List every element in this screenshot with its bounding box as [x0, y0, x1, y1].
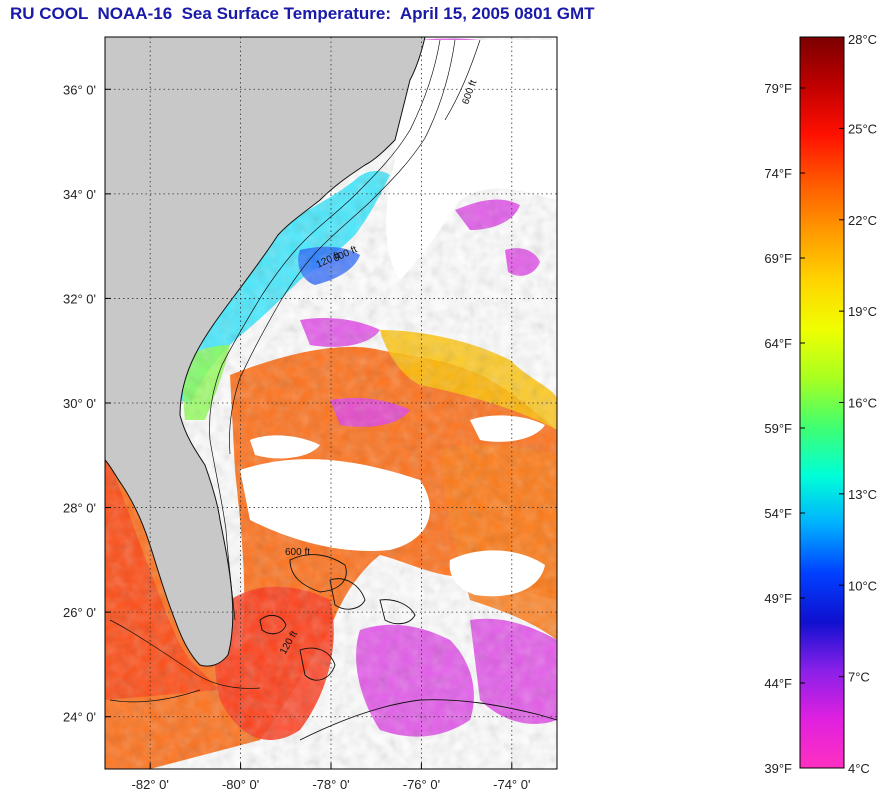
- latitude-axis: 36° 0' 34° 0' 32° 0' 30° 0' 28° 0' 26° 0' 24° …: [63, 82, 111, 725]
- fahrenheit-label: 64°F: [764, 336, 792, 351]
- colorbar-fahrenheit-labels: 79°F 74°F 69°F 64°F 59°F 54°F 49°F 44°F 39°F: [764, 81, 805, 776]
- lat-tick-label: 26° 0': [63, 605, 96, 620]
- fahrenheit-label: 74°F: [764, 166, 792, 181]
- lat-tick-label: 24° 0': [63, 710, 96, 725]
- fahrenheit-label: 44°F: [764, 676, 792, 691]
- fahrenheit-label: 39°F: [764, 761, 792, 776]
- lon-tick-label: -82° 0': [132, 777, 169, 792]
- longitude-axis: -82° 0' -80° 0' -78° 0' -76° 0' -74° 0': [132, 763, 530, 792]
- lat-tick-label: 28° 0': [63, 501, 96, 516]
- celsius-label: 28°C: [848, 32, 877, 47]
- fahrenheit-label: 49°F: [764, 591, 792, 606]
- fahrenheit-label: 69°F: [764, 251, 792, 266]
- celsius-label: 10°C: [848, 578, 877, 593]
- fahrenheit-label: 79°F: [764, 81, 792, 96]
- celsius-label: 22°C: [848, 213, 877, 228]
- lat-tick-label: 36° 0': [63, 82, 96, 97]
- lat-tick-label: 30° 0': [63, 396, 96, 411]
- celsius-label: 25°C: [848, 121, 877, 136]
- page-title: RU COOL NOAA-16 Sea Surface Temperature:…: [10, 4, 595, 23]
- graticule: [105, 37, 557, 769]
- celsius-label: 16°C: [848, 396, 877, 411]
- lon-tick-label: -76° 0': [403, 777, 440, 792]
- lon-tick-label: -80° 0': [222, 777, 259, 792]
- land-mass: [105, 37, 426, 667]
- celsius-label: 7°C: [848, 670, 870, 685]
- lon-tick-label: -78° 0': [312, 777, 349, 792]
- fahrenheit-label: 54°F: [764, 506, 792, 521]
- lat-tick-label: 32° 0': [63, 291, 96, 306]
- cloud-mask: [240, 40, 557, 597]
- colorbar: [800, 37, 844, 768]
- map-area: 600 ft 120 ft 600 ft 600 ft 120 ft: [105, 37, 557, 769]
- celsius-label: 4°C: [848, 761, 870, 776]
- lon-tick-label: -74° 0': [493, 777, 530, 792]
- fahrenheit-label: 59°F: [764, 421, 792, 436]
- contour-label: 600 ft: [285, 547, 310, 558]
- bathymetry-contours: [109, 39, 481, 703]
- lat-tick-label: 34° 0': [63, 187, 96, 202]
- celsius-label: 19°C: [848, 304, 877, 319]
- colorbar-celsius-labels: 28°C 25°C 22°C 19°C 16°C 13°C 10°C 7°C 4°C: [839, 32, 877, 776]
- celsius-label: 13°C: [848, 487, 877, 502]
